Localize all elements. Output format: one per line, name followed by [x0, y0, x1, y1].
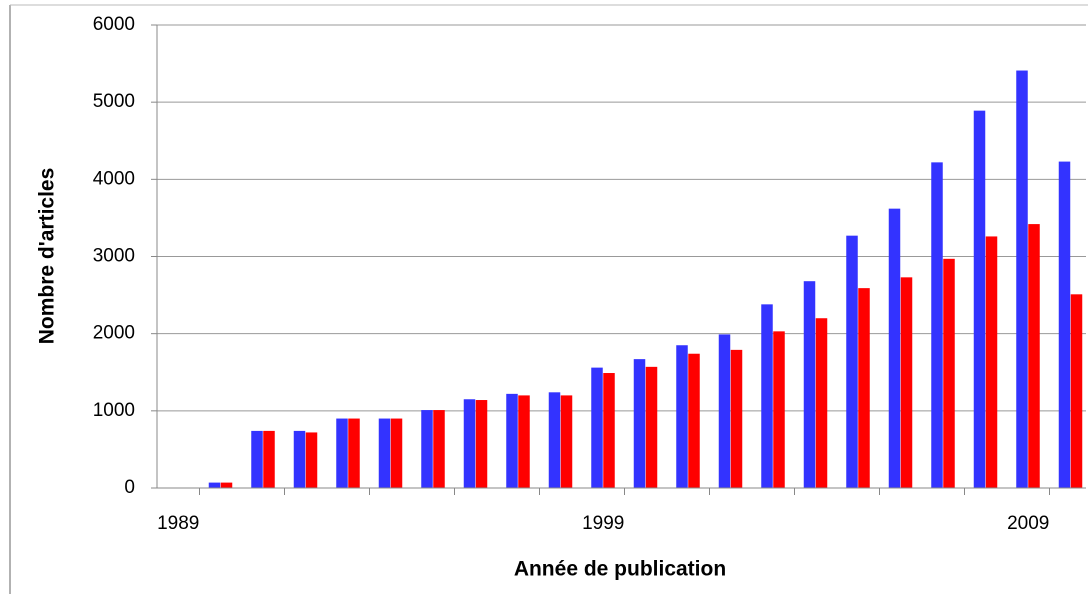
x-axis-title: Année de publication	[514, 558, 726, 581]
bar	[858, 288, 870, 488]
y-tick-label: 3000	[93, 246, 135, 267]
y-tick-label: 0	[124, 477, 135, 498]
y-tick-label: 6000	[93, 14, 135, 35]
y-tick-label: 4000	[93, 168, 135, 189]
bar	[336, 418, 348, 488]
bar	[900, 277, 913, 488]
y-tick-label: 1000	[93, 400, 135, 421]
bar	[985, 236, 998, 488]
bar	[220, 482, 233, 488]
x-tick-label: 1989	[157, 513, 199, 534]
x-tick-label: 2009	[1007, 513, 1049, 534]
bar	[761, 304, 773, 488]
bar	[378, 418, 391, 488]
bar	[305, 432, 318, 488]
bar	[973, 110, 986, 488]
bar	[1070, 294, 1083, 488]
y-axis-title: Nombre d'articles	[36, 168, 59, 345]
bar	[251, 430, 263, 488]
bar	[390, 418, 403, 488]
bar	[263, 430, 275, 488]
bar	[846, 235, 858, 488]
bar	[718, 334, 731, 488]
bar	[560, 395, 573, 488]
bar	[730, 349, 743, 488]
bar	[475, 400, 488, 488]
bar	[548, 392, 561, 488]
bar	[1028, 224, 1040, 488]
y-tick-label: 5000	[93, 91, 135, 112]
bar	[348, 418, 360, 488]
bar	[633, 359, 646, 488]
bar	[688, 353, 700, 488]
bar	[931, 162, 943, 488]
bar	[603, 373, 615, 488]
bar	[293, 430, 306, 488]
bar	[773, 331, 785, 488]
bar	[518, 395, 530, 488]
bar	[463, 399, 476, 488]
bar	[943, 258, 955, 488]
bar	[208, 482, 221, 488]
x-tick-label: 1999	[582, 513, 624, 534]
bar	[888, 208, 901, 488]
bar	[1016, 70, 1028, 489]
bar	[421, 410, 433, 488]
bar	[433, 410, 445, 488]
y-tick-label: 2000	[93, 323, 135, 344]
bar	[1058, 161, 1071, 488]
bar	[803, 281, 816, 488]
bar	[591, 367, 603, 488]
bar	[645, 366, 658, 488]
bar	[676, 345, 688, 488]
bar	[506, 393, 518, 488]
bar	[815, 318, 828, 488]
